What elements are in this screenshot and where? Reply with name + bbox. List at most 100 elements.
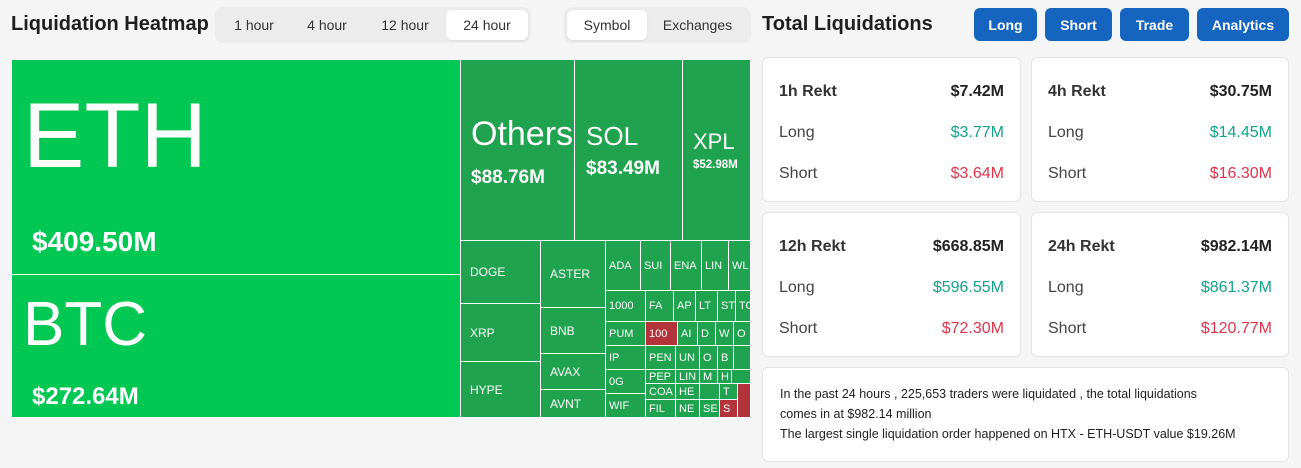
card-4h-short-value: $16.30M xyxy=(1209,165,1272,182)
tile-coai[interactable]: COA xyxy=(646,384,676,400)
card-24h-short-label: Short xyxy=(1048,320,1087,337)
tile-avax[interactable]: AVAX xyxy=(541,354,606,390)
tab-4-hour[interactable]: 4 hour xyxy=(307,17,347,33)
tile-wif[interactable]: WIF xyxy=(606,394,646,418)
tile-st[interactable]: ST xyxy=(718,291,736,322)
card-1h-period: 1h Rekt xyxy=(779,83,837,100)
tile-others[interactable]: Others $88.76M xyxy=(461,60,575,241)
tile-fa[interactable]: FA xyxy=(646,291,674,322)
card-24h: 24h Rekt $982.14M Long $861.37M Short $120.… xyxy=(1031,212,1289,357)
tile-misc-3[interactable] xyxy=(700,384,720,400)
tile-ena[interactable]: ENA xyxy=(671,241,702,291)
tile-sol-symbol: SOL xyxy=(586,121,639,151)
tile-uni[interactable]: UN xyxy=(676,346,700,370)
tile-o2[interactable]: O xyxy=(700,346,718,370)
tile-lin[interactable]: LIN xyxy=(676,370,700,384)
card-1h-long-value: $3.77M xyxy=(950,124,1004,141)
short-button[interactable]: Short xyxy=(1045,8,1112,41)
tile-ap[interactable]: AP xyxy=(674,291,696,322)
tile-fil[interactable]: FIL xyxy=(646,400,676,418)
tile-100-red[interactable]: 100 xyxy=(646,322,678,346)
tile-wlfi[interactable]: WL xyxy=(729,241,751,291)
tile-eth[interactable]: ETH $409.50M xyxy=(12,60,461,275)
tab-24-hour[interactable]: 24 hour xyxy=(446,10,528,40)
group-by-tabs: Symbol Exchanges xyxy=(564,7,751,43)
card-24h-long-value: $861.37M xyxy=(1200,279,1272,296)
tile-xrp[interactable]: XRP xyxy=(461,304,541,362)
tile-m[interactable]: M xyxy=(700,370,718,384)
tile-sol-value: $83.49M xyxy=(586,158,660,179)
tab-12-hour[interactable]: 12 hour xyxy=(381,17,429,33)
card-12h: 12h Rekt $668.85M Long $596.55M Short $72.3… xyxy=(762,212,1021,357)
tile-t[interactable]: T xyxy=(720,384,738,400)
card-24h-short-value: $120.77M xyxy=(1200,320,1272,337)
card-24h-total: $982.14M xyxy=(1200,238,1272,255)
tile-aster[interactable]: ASTER xyxy=(541,241,606,308)
tile-ada[interactable]: ADA xyxy=(606,241,641,291)
tile-sui[interactable]: SUI xyxy=(641,241,671,291)
tile-others-symbol: Others xyxy=(471,115,574,153)
summary-line-2: comes in at $982.14 million xyxy=(780,407,932,421)
tile-eth-value: $409.50M xyxy=(32,226,157,257)
tab-exchanges[interactable]: Exchanges xyxy=(662,17,733,33)
tile-btc[interactable]: BTC $272.64M xyxy=(12,275,461,418)
card-4h-long-value: $14.45M xyxy=(1209,124,1272,141)
card-4h-period: 4h Rekt xyxy=(1048,83,1106,100)
tile-to[interactable]: TO xyxy=(736,291,751,322)
tile-xpl-symbol: XPL xyxy=(693,129,735,154)
card-1h: 1h Rekt $7.42M Long $3.77M Short $3.64M xyxy=(762,57,1021,202)
tile-near[interactable]: NE xyxy=(676,400,700,418)
tile-d[interactable]: D xyxy=(698,322,716,346)
tile-1000[interactable]: 1000 xyxy=(606,291,646,322)
tile-pump[interactable]: PUM xyxy=(606,322,646,346)
tab-symbol[interactable]: Symbol xyxy=(567,10,647,40)
tile-s-red[interactable]: S xyxy=(720,400,738,418)
tile-eth-symbol: ETH xyxy=(23,85,207,187)
card-12h-long-label: Long xyxy=(779,279,815,296)
card-12h-short-label: Short xyxy=(779,320,818,337)
long-button[interactable]: Long xyxy=(974,8,1037,41)
card-1h-total: $7.42M xyxy=(950,83,1004,100)
tile-b[interactable]: B xyxy=(718,346,734,370)
tile-he[interactable]: HE xyxy=(676,384,700,400)
tile-avnt[interactable]: AVNT xyxy=(541,390,606,418)
tile-h[interactable]: H xyxy=(718,370,732,384)
card-12h-short-value: $72.30M xyxy=(941,320,1004,337)
summary-line-1: In the past 24 hours , 225,653 traders w… xyxy=(780,387,1197,401)
tile-doge[interactable]: DOGE xyxy=(461,241,541,304)
card-24h-period: 24h Rekt xyxy=(1048,238,1115,255)
time-range-tabs: 1 hour 4 hour 12 hour 24 hour xyxy=(215,7,531,43)
tile-btc-symbol: BTC xyxy=(23,290,147,359)
tile-w[interactable]: W xyxy=(716,322,734,346)
card-12h-period: 12h Rekt xyxy=(779,238,846,255)
tile-link[interactable]: LIN xyxy=(702,241,729,291)
tile-se[interactable]: SE xyxy=(700,400,720,418)
tile-ip[interactable]: IP xyxy=(606,346,646,370)
tile-misc-1[interactable] xyxy=(734,346,751,370)
heatmap-title: Liquidation Heatmap xyxy=(11,13,209,35)
card-4h-total: $30.75M xyxy=(1209,83,1272,100)
tile-btc-value: $272.64M xyxy=(32,383,139,410)
tile-o[interactable]: O xyxy=(734,322,751,346)
tile-hype[interactable]: HYPE xyxy=(461,362,541,418)
tile-sol[interactable]: SOL $83.49M xyxy=(575,60,683,241)
card-12h-total: $668.85M xyxy=(932,238,1004,255)
tab-1-hour[interactable]: 1 hour xyxy=(234,17,274,33)
tile-ai[interactable]: AI xyxy=(678,322,698,346)
tile-red-2[interactable] xyxy=(738,384,751,418)
analytics-button[interactable]: Analytics xyxy=(1197,8,1289,41)
liquidation-heatmap: ETH $409.50M BTC $272.64M Others $88.76M… xyxy=(12,60,751,418)
card-12h-long-value: $596.55M xyxy=(932,279,1004,296)
tile-lt[interactable]: LT xyxy=(696,291,718,322)
tile-bnb[interactable]: BNB xyxy=(541,308,606,354)
tile-misc-2[interactable] xyxy=(732,370,751,384)
tile-pepe[interactable]: PEP xyxy=(646,370,676,384)
card-1h-short-label: Short xyxy=(779,165,818,182)
tile-xpl[interactable]: XPL $52.98M xyxy=(683,60,751,241)
tile-pengu[interactable]: PEN xyxy=(646,346,676,370)
liquidation-summary: In the past 24 hours , 225,653 traders w… xyxy=(762,367,1289,462)
trade-button[interactable]: Trade xyxy=(1120,8,1189,41)
card-4h: 4h Rekt $30.75M Long $14.45M Short $16.30M xyxy=(1031,57,1289,202)
card-1h-short-value: $3.64M xyxy=(950,165,1004,182)
tile-0g[interactable]: 0G xyxy=(606,370,646,394)
